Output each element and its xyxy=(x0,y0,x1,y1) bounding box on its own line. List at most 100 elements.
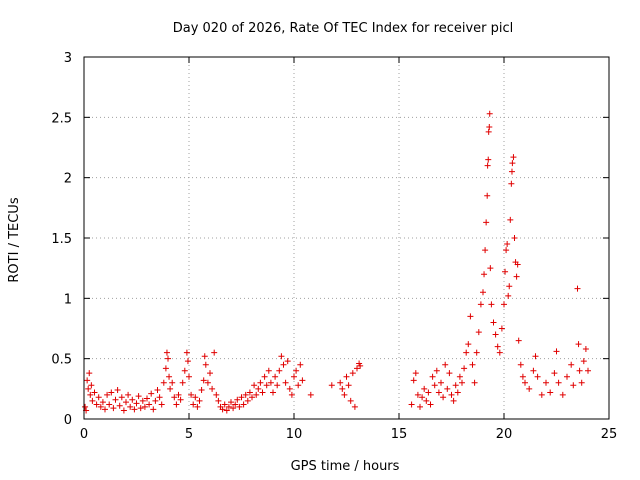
data-point xyxy=(257,379,264,386)
data-point xyxy=(207,370,213,377)
data-point xyxy=(519,373,526,380)
data-point xyxy=(263,382,270,389)
data-point xyxy=(175,391,182,398)
data-point xyxy=(504,241,511,248)
data-point xyxy=(487,265,494,272)
data-point xyxy=(469,361,476,368)
data-point xyxy=(414,391,421,398)
data-point xyxy=(575,341,582,348)
y-tick-label: 0.5 xyxy=(51,353,72,368)
data-point xyxy=(343,373,350,380)
data-point xyxy=(278,353,285,360)
data-point xyxy=(505,292,512,299)
data-point xyxy=(510,154,517,161)
data-point xyxy=(448,391,455,398)
data-point xyxy=(146,401,153,408)
data-point xyxy=(345,382,352,389)
data-point xyxy=(158,401,165,408)
data-point xyxy=(307,391,314,398)
data-point xyxy=(163,349,170,356)
data-point xyxy=(492,331,499,338)
data-point xyxy=(357,362,364,369)
data-point xyxy=(102,406,108,413)
data-point xyxy=(532,353,539,360)
data-point xyxy=(480,289,486,296)
data-point xyxy=(131,406,138,413)
data-point xyxy=(188,391,195,398)
data-point xyxy=(99,399,106,406)
data-point xyxy=(152,397,159,404)
data-point xyxy=(526,385,533,392)
data-point xyxy=(427,401,434,408)
data-point xyxy=(284,358,291,365)
data-point xyxy=(116,402,123,409)
data-point xyxy=(173,401,180,408)
y-tick-label: 0 xyxy=(64,413,72,428)
data-point xyxy=(547,389,554,396)
data-point xyxy=(112,396,119,403)
data-point xyxy=(192,394,199,401)
data-point xyxy=(230,405,237,412)
data-point xyxy=(530,367,537,374)
data-point xyxy=(186,373,192,380)
data-point xyxy=(125,391,132,398)
data-point xyxy=(84,377,91,384)
data-point xyxy=(576,367,583,374)
data-point xyxy=(291,373,297,380)
data-point xyxy=(486,123,493,130)
data-point xyxy=(97,403,104,410)
data-point xyxy=(417,403,423,410)
data-point xyxy=(483,219,490,226)
data-point xyxy=(106,401,113,408)
data-point xyxy=(578,379,585,386)
data-point xyxy=(440,394,447,401)
data-point xyxy=(423,397,430,404)
data-point xyxy=(270,389,276,396)
data-point xyxy=(568,361,575,368)
data-point xyxy=(139,397,146,404)
data-point xyxy=(461,365,468,372)
data-point xyxy=(456,373,463,380)
x-axis-label: GPS time / hours xyxy=(291,459,400,474)
data-point xyxy=(482,247,489,254)
data-point xyxy=(486,110,493,117)
data-point xyxy=(514,261,521,268)
data-point xyxy=(144,395,150,402)
data-point xyxy=(236,403,243,410)
data-point xyxy=(150,406,157,413)
data-point xyxy=(265,367,272,374)
data-point xyxy=(127,403,134,410)
data-point xyxy=(249,394,255,401)
data-point xyxy=(429,373,436,380)
data-point xyxy=(114,387,121,394)
data-point xyxy=(202,361,209,368)
data-point xyxy=(506,283,513,290)
data-point xyxy=(162,365,169,372)
data-point xyxy=(167,385,174,392)
data-point xyxy=(488,301,495,308)
data-point xyxy=(201,353,208,360)
data-point xyxy=(444,385,451,392)
y-tick-label: 1.5 xyxy=(51,232,72,247)
data-point xyxy=(261,373,268,380)
data-point xyxy=(454,389,461,396)
data-point xyxy=(299,377,306,384)
data-point xyxy=(503,247,510,254)
data-point xyxy=(200,377,207,384)
data-point xyxy=(494,343,501,350)
data-point xyxy=(213,391,220,398)
data-point xyxy=(433,367,440,374)
data-point xyxy=(251,382,258,389)
data-point xyxy=(513,273,520,280)
data-point xyxy=(435,389,442,396)
data-point xyxy=(431,382,438,389)
data-point xyxy=(509,160,516,167)
grid-lines xyxy=(84,57,609,419)
data-point xyxy=(133,400,140,407)
data-point xyxy=(108,389,115,396)
data-point xyxy=(502,268,509,275)
data-point xyxy=(86,370,93,377)
data-point xyxy=(485,128,492,135)
x-tick-labels: 0 5 10 15 20 25 xyxy=(80,427,617,442)
y-tick-labels: 0 0.5 1 1.5 2 2.5 3 xyxy=(51,51,72,428)
